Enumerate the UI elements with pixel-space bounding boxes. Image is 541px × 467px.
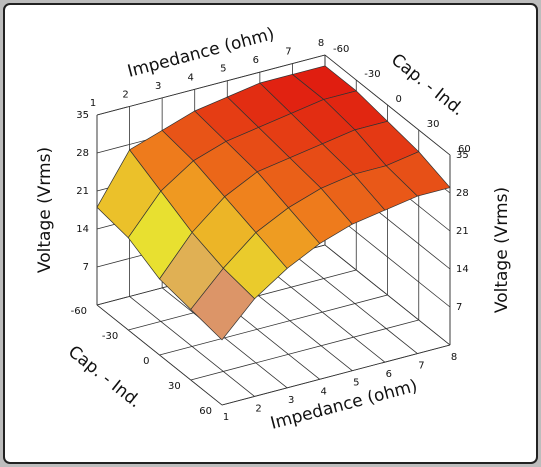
y-tick-label: -60 (333, 44, 349, 55)
x-tick-label: 5 (220, 64, 226, 75)
z-tick-label: 7 (456, 302, 462, 313)
z-tick-label: 28 (76, 148, 89, 159)
x-tick-label: 3 (288, 395, 294, 406)
y-tick-label: -30 (364, 69, 380, 80)
surface-patch (190, 267, 256, 341)
z-tick-label: 28 (456, 188, 469, 199)
z-tick-label: 35 (456, 150, 469, 161)
surface (96, 65, 451, 341)
z-tick-label: 14 (456, 264, 469, 275)
x-tick-label: 6 (386, 369, 392, 380)
grid-line (221, 344, 451, 406)
z-tick-label: 21 (76, 186, 89, 197)
x-tick-label: 4 (321, 386, 327, 397)
x-tick-label: 7 (418, 361, 424, 372)
y-tick-label: 60 (458, 144, 471, 155)
y-tick-label: 30 (427, 119, 440, 130)
x-tick-label: 2 (255, 403, 261, 414)
x-tick-label: 4 (188, 72, 194, 83)
z-axis-title: Voltage (Vrms) (35, 147, 55, 273)
y-tick-label: 0 (396, 94, 402, 105)
y-tick-label: 60 (199, 406, 212, 417)
z-tick-label: 35 (76, 110, 89, 121)
x-tick-label: 1 (90, 98, 96, 109)
x-tick-label: 2 (122, 89, 128, 100)
y-tick-label: -30 (102, 331, 118, 342)
grid-line (96, 54, 326, 116)
grid-line (324, 54, 451, 156)
y-tick-label: 30 (168, 381, 181, 392)
x-tick-label: 3 (155, 81, 161, 92)
x-tick-label: 6 (253, 55, 259, 66)
y-tick-label: 0 (143, 356, 149, 367)
grid-line (159, 294, 388, 356)
x-tick-label: 7 (285, 47, 291, 58)
y-tick-label: -60 (71, 306, 87, 317)
x-tick-label: 1 (223, 412, 229, 423)
z-tick-label: 14 (76, 224, 89, 235)
z-axis-title: Voltage (Vrms) (492, 187, 512, 313)
z-tick-label: 21 (456, 226, 469, 237)
x-tick-label: 8 (451, 352, 457, 363)
x-tick-label: 8 (318, 38, 324, 49)
x-tick-label: 5 (353, 378, 359, 389)
grid-line (190, 319, 419, 381)
z-tick-label: 7 (83, 262, 89, 273)
